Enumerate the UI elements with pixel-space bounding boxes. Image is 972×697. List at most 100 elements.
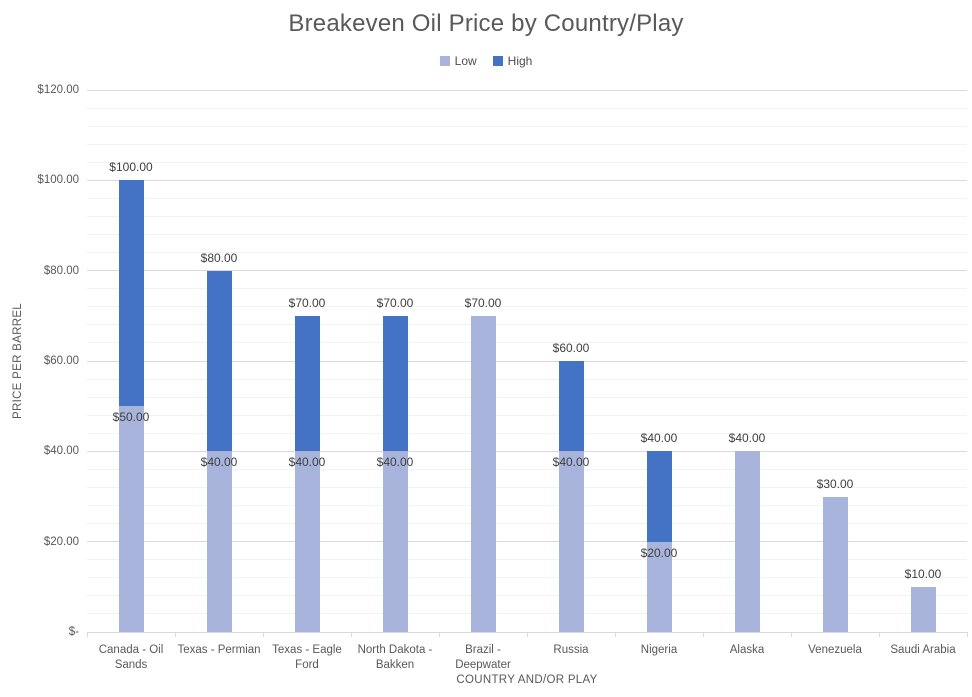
gridline-minor bbox=[87, 215, 967, 217]
data-label-low: $20.00 bbox=[640, 545, 678, 560]
x-axis-tick-mark bbox=[791, 632, 792, 637]
x-axis-category-label: Brazil - Deepwater bbox=[455, 644, 511, 671]
gridline-minor bbox=[87, 613, 967, 615]
y-axis-tick-label: $80.00 bbox=[43, 264, 79, 277]
gridline-minor bbox=[87, 107, 967, 109]
x-axis-category-label: Alaska bbox=[729, 644, 765, 656]
y-axis-tick-label: $100.00 bbox=[37, 174, 79, 187]
bar-low-segment bbox=[558, 451, 584, 632]
gridline-minor bbox=[87, 378, 967, 380]
data-label-low: $40.00 bbox=[728, 431, 766, 446]
gridline-major bbox=[87, 179, 967, 181]
bar-low-segment bbox=[910, 586, 936, 632]
x-axis-tick-mark bbox=[175, 632, 176, 637]
gridline-minor bbox=[87, 414, 967, 416]
x-axis-tick-mark bbox=[87, 632, 88, 637]
legend-item-high: High bbox=[492, 54, 533, 68]
y-axis-tick-label: $20.00 bbox=[43, 535, 79, 548]
legend-label-low: Low bbox=[454, 54, 477, 68]
gridline-major bbox=[87, 270, 967, 272]
x-axis-category-label: Canada - Oil Sands bbox=[98, 644, 164, 671]
chart-title: Breakeven Oil Price by Country/Play bbox=[288, 10, 684, 37]
gridline-minor bbox=[87, 252, 967, 254]
legend-swatch-high-icon bbox=[492, 56, 503, 66]
gridline-minor bbox=[87, 324, 967, 326]
gridline-minor bbox=[87, 197, 967, 199]
data-label-low: $10.00 bbox=[904, 566, 942, 581]
x-axis-category-label: Texas - Eagle Ford bbox=[272, 644, 342, 671]
x-axis-tick-mark bbox=[967, 632, 968, 637]
x-axis-category-label: Russia bbox=[553, 644, 589, 656]
data-label-low: $40.00 bbox=[200, 455, 238, 470]
bar-low-segment bbox=[294, 451, 320, 632]
x-axis-tick-mark bbox=[527, 632, 528, 637]
x-axis-tick-mark bbox=[351, 632, 352, 637]
gridline-minor bbox=[87, 577, 967, 579]
data-label-high: $40.00 bbox=[640, 431, 678, 446]
gridline-minor bbox=[87, 505, 967, 507]
bar-low-segment bbox=[470, 315, 496, 632]
bar-high-segment bbox=[646, 451, 672, 542]
data-label-low: $50.00 bbox=[112, 410, 150, 425]
x-axis-tick-mark bbox=[263, 632, 264, 637]
data-label-high: $80.00 bbox=[200, 250, 238, 265]
gridline-minor bbox=[87, 396, 967, 398]
legend-item-low: Low bbox=[439, 54, 477, 68]
x-axis-tick-mark bbox=[703, 632, 704, 637]
gridline-minor bbox=[87, 143, 967, 145]
plot-area: $- $20.00 $40.00 $60.00 $80.00 $100.00 $120.00… bbox=[37, 84, 968, 671]
x-axis-title: COUNTRY AND/OR PLAY bbox=[456, 674, 598, 686]
data-label-low: $30.00 bbox=[816, 476, 854, 491]
gridline-minor bbox=[87, 306, 967, 308]
data-label-low: $40.00 bbox=[552, 455, 590, 470]
x-axis-tick-mark bbox=[879, 632, 880, 637]
bar-low-segment bbox=[382, 451, 408, 632]
bar-high-segment bbox=[382, 315, 408, 452]
gridline-minor bbox=[87, 125, 967, 127]
x-axis-category-label: Venezuela bbox=[808, 644, 862, 656]
gridline-minor bbox=[87, 342, 967, 344]
gridline-major bbox=[87, 89, 967, 91]
bar-low-segment bbox=[646, 541, 672, 632]
gridline-minor bbox=[87, 234, 967, 236]
data-label-high: $60.00 bbox=[552, 341, 590, 355]
data-label-low: $40.00 bbox=[288, 455, 326, 470]
data-label-high: $70.00 bbox=[288, 295, 326, 310]
data-label-low: $40.00 bbox=[376, 455, 414, 470]
x-axis-tick-mark bbox=[439, 632, 440, 637]
bar-low-segment bbox=[734, 451, 760, 632]
bar-low-segment bbox=[118, 406, 144, 632]
gridline-minor bbox=[87, 468, 967, 470]
y-axis-tick-label: $120.00 bbox=[37, 84, 79, 96]
data-label-high: $70.00 bbox=[376, 295, 414, 310]
legend-swatch-low-icon bbox=[439, 56, 450, 66]
bar-high-segment bbox=[206, 270, 232, 452]
data-label-high: $100.00 bbox=[109, 160, 153, 175]
gridline-minor bbox=[87, 432, 967, 434]
gridline-minor bbox=[87, 161, 967, 163]
gridline-minor bbox=[87, 288, 967, 290]
x-axis-tick-mark bbox=[615, 632, 616, 637]
gridline-minor bbox=[87, 559, 967, 561]
legend: Low High bbox=[0, 54, 972, 68]
y-axis-tick-label: $40.00 bbox=[43, 445, 79, 458]
gridline-major bbox=[87, 450, 967, 452]
x-axis-category-label: Nigeria bbox=[640, 644, 678, 656]
bar-high-segment bbox=[118, 180, 144, 407]
legend-label-high: High bbox=[507, 54, 533, 68]
y-axis-tick-label: $60.00 bbox=[43, 355, 79, 367]
gridline-minor bbox=[87, 486, 967, 488]
bar-low-segment bbox=[206, 451, 232, 632]
gridline-minor bbox=[87, 595, 967, 597]
bar-low-segment bbox=[822, 496, 848, 632]
x-axis-category-label: North Dakota - Bakken bbox=[357, 644, 433, 671]
bar-high-segment bbox=[294, 315, 320, 452]
y-axis-tick-label: $- bbox=[68, 626, 79, 638]
bar-high-segment bbox=[558, 361, 584, 452]
gridline-minor bbox=[87, 523, 967, 525]
gridline-major bbox=[87, 541, 967, 543]
data-label-low: $70.00 bbox=[464, 295, 502, 310]
x-axis-category-label: Saudi Arabia bbox=[890, 644, 956, 656]
x-axis-category-label: Texas - Permian bbox=[177, 644, 261, 656]
